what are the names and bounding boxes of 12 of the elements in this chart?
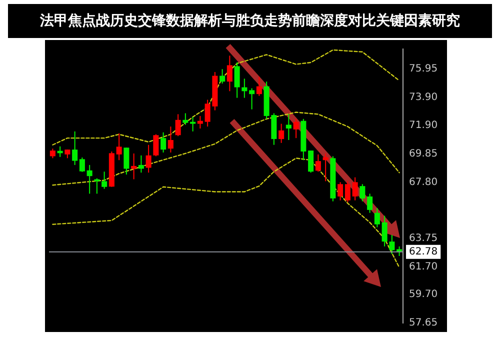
y-tick-label: 61.70 xyxy=(409,261,438,272)
line-series xyxy=(52,49,400,146)
y-tick-label: 57.65 xyxy=(409,318,438,329)
y-tick-label: 63.75 xyxy=(409,232,438,244)
ref-line-label: 62.78 xyxy=(409,246,438,258)
y-tick-label: 67.80 xyxy=(409,176,438,188)
y-tick-label: 75.95 xyxy=(409,64,438,75)
chart-title: 法甲焦点战历史交锋数据解析与胜负走势前瞻深度对比关键因素研究 xyxy=(8,4,492,38)
y-tick-label: 69.85 xyxy=(409,148,438,160)
y-tick-label: 71.90 xyxy=(409,120,438,131)
y-tick-label: 59.70 xyxy=(409,289,438,300)
y-tick-label: 73.90 xyxy=(409,92,438,104)
